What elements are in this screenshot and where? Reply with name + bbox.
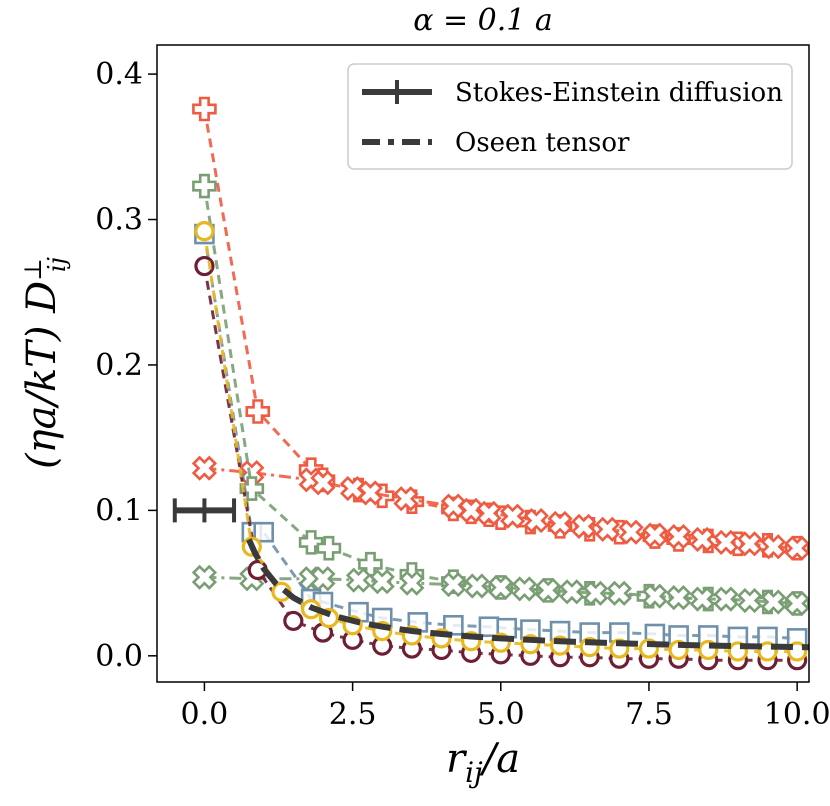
data-point-x <box>571 513 597 539</box>
y-axis-label: (ηa/kT) D⊥ij <box>19 256 71 468</box>
x-axis: 0.0 2.5 5.0 7.5 10.0 <box>181 682 830 732</box>
series-layer <box>191 96 809 671</box>
data-point-x <box>689 586 715 612</box>
y-tick-label: 0.3 <box>95 203 143 238</box>
x-tick-label: 7.5 <box>625 697 673 732</box>
oseen-line <box>246 538 809 651</box>
y-tick-label: 0.1 <box>95 493 143 528</box>
data-point-x <box>458 497 484 523</box>
data-point-x <box>737 531 763 557</box>
data-point-plus <box>316 535 342 561</box>
data-point-circle <box>283 610 304 632</box>
series-5 <box>194 255 808 671</box>
data-point-plus <box>192 173 217 199</box>
data-point-x <box>488 574 514 601</box>
legend-oseen-label: Oseen tensor <box>455 128 630 158</box>
series-line <box>202 108 798 550</box>
data-point-x <box>310 470 336 496</box>
data-point-plus <box>239 476 265 501</box>
x-tick-label: 5.0 <box>477 697 525 732</box>
data-point-x <box>357 480 383 506</box>
data-point-plus <box>245 399 271 424</box>
data-point-x <box>713 586 739 612</box>
data-point-x <box>559 579 585 605</box>
x-tick-label: 0.0 <box>181 697 229 732</box>
reference-lines <box>172 498 809 651</box>
y-tick-label: 0.2 <box>95 348 143 383</box>
data-point-plus <box>298 530 324 555</box>
data-point-x <box>713 529 739 555</box>
data-point-square <box>253 521 274 543</box>
data-point-x <box>523 507 549 534</box>
data-point-x <box>642 583 668 609</box>
data-point-x <box>191 455 218 481</box>
data-point-plus <box>192 96 217 122</box>
data-point-x <box>689 526 715 553</box>
data-point-x <box>784 535 809 561</box>
data-point-x <box>737 587 763 614</box>
data-point-x <box>666 585 692 611</box>
series-3 <box>191 564 809 617</box>
chart-title: α = 0.1 a <box>413 3 553 38</box>
data-point-x <box>760 534 787 560</box>
data-point-x <box>583 580 609 606</box>
data-point-x <box>393 486 419 512</box>
data-point-x <box>399 570 425 596</box>
data-point-x <box>535 577 561 603</box>
data-point-x <box>594 516 621 542</box>
data-point-square <box>443 614 464 636</box>
data-point-x <box>511 576 538 602</box>
data-point-x <box>369 569 395 595</box>
data-point-square <box>478 616 500 638</box>
plot-frame <box>156 44 810 683</box>
svg-text:(ηa/kT) D⊥ij: (ηa/kT) D⊥ij <box>19 256 71 468</box>
data-point-x <box>191 564 218 590</box>
data-point-x <box>784 590 809 617</box>
series-line <box>204 575 798 605</box>
x-tick-label: 2.5 <box>329 697 377 732</box>
series-1 <box>191 455 809 561</box>
data-point-x <box>547 510 573 537</box>
data-point-circle <box>194 221 215 242</box>
data-point-x <box>618 519 644 545</box>
y-tick-label: 0.4 <box>95 57 143 92</box>
data-point-x <box>440 571 466 598</box>
x-axis-label: rij/a <box>446 736 520 789</box>
data-point-x <box>345 567 372 593</box>
data-point-x <box>666 523 692 550</box>
legend: Stokes-Einstein diffusion Oseen tensor <box>347 63 793 170</box>
y-tick-label: 0.0 <box>95 639 143 674</box>
data-point-x <box>500 503 526 529</box>
legend-stokes-label: Stokes-Einstein diffusion <box>455 78 783 108</box>
data-point-x <box>760 589 787 615</box>
data-point-x <box>464 573 490 599</box>
data-point-x <box>606 580 632 606</box>
data-point-x <box>642 522 668 548</box>
x-tick-label: 10.0 <box>764 697 830 732</box>
legend-box <box>347 63 793 170</box>
data-point-x <box>476 500 502 526</box>
y-axis: 0.0 0.1 0.2 0.3 0.4 <box>95 57 157 674</box>
